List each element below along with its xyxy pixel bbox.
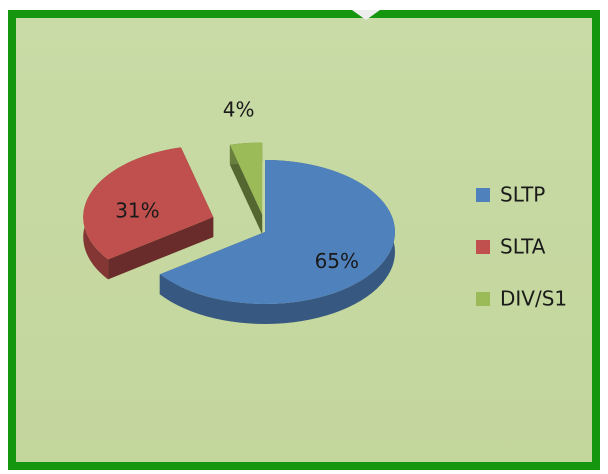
legend-swatch	[476, 240, 490, 254]
frame-notch	[352, 10, 380, 20]
slice-wall	[229, 144, 263, 235]
slice-wall	[108, 217, 214, 280]
slice-side	[159, 160, 395, 324]
slice	[229, 142, 263, 215]
slice	[83, 147, 214, 260]
data-label: 65%	[315, 249, 359, 273]
data-label: 4%	[223, 97, 255, 121]
legend-swatch	[476, 188, 490, 202]
legend-swatch	[476, 292, 490, 306]
legend-label: SLTP	[500, 183, 545, 207]
legend-label: DIV/S1	[500, 287, 567, 311]
slice	[159, 160, 396, 305]
legend-label: SLTA	[500, 235, 546, 259]
data-label: 31%	[115, 198, 159, 222]
